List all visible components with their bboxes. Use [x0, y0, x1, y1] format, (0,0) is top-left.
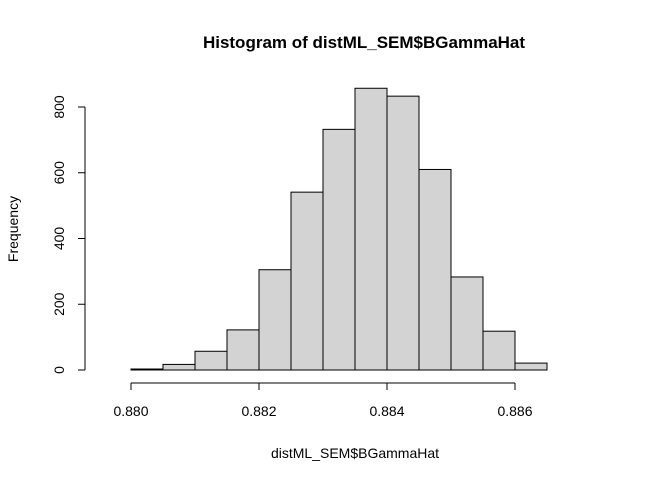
- histogram-bar: [386, 95, 420, 371]
- x-tick-label: 0.886: [497, 403, 532, 419]
- histogram-bar: [322, 128, 356, 371]
- y-tick-label: 400: [51, 227, 67, 251]
- histogram-bar: [482, 330, 516, 371]
- histogram-bar: [194, 350, 228, 371]
- x-axis-label: distML_SEM$BGammaHat: [271, 445, 439, 461]
- histogram-bars: [130, 87, 548, 371]
- y-tick-label: 800: [51, 95, 67, 119]
- chart-title: Histogram of distML_SEM$BGammaHat: [203, 33, 525, 52]
- y-axis-label: Frequency: [5, 196, 21, 262]
- y-axis: 0 200 400 600 800: [51, 95, 86, 374]
- y-tick-label: 600: [51, 161, 67, 185]
- histogram-bar: [130, 368, 164, 371]
- y-tick-label: 200: [51, 292, 67, 316]
- y-tick-label: 0: [51, 366, 67, 374]
- histogram-bar: [418, 168, 452, 371]
- x-tick-label: 0.884: [369, 403, 404, 419]
- histogram-bar: [354, 87, 388, 371]
- histogram-bar: [514, 362, 548, 371]
- histogram-bar: [162, 363, 196, 371]
- histogram-bar: [258, 269, 292, 371]
- x-tick-label: 0.880: [113, 403, 148, 419]
- histogram-bar: [450, 276, 484, 371]
- histogram-bar: [226, 329, 260, 371]
- x-tick-label: 0.882: [241, 403, 276, 419]
- x-axis: 0.880 0.882 0.884 0.886: [113, 382, 533, 419]
- histogram-bar: [290, 191, 324, 371]
